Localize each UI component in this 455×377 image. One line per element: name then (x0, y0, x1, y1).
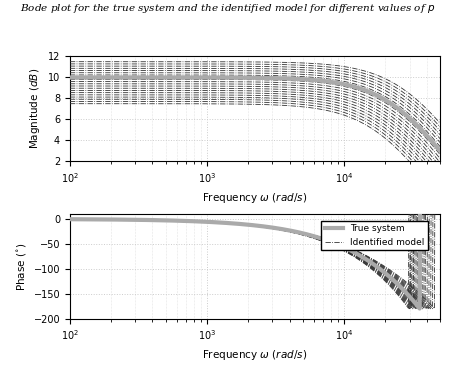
True system (162, 218, 168, 222)
True system (67, 217, 73, 221)
True system (133, 218, 138, 222)
Identified model (162, 218, 168, 222)
X-axis label: Frequency $\omega$ $(rad/s)$: Frequency $\omega$ $(rad/s)$ (202, 190, 308, 204)
Identified model (235, 221, 240, 226)
True system (346, 247, 351, 252)
True system (285, 228, 291, 233)
Identified model (432, 127, 438, 132)
X-axis label: Frequency $\omega$ $(rad/s)$: Frequency $\omega$ $(rad/s)$ (202, 348, 308, 362)
True system (235, 221, 240, 226)
Legend: True system, Identified model: True system, Identified model (321, 221, 428, 250)
Identified model (67, 217, 73, 221)
Identified model (432, 306, 437, 311)
True system (417, 306, 422, 311)
True system (314, 235, 320, 239)
Y-axis label: Magnitude $(dB)$: Magnitude $(dB)$ (28, 68, 42, 150)
Line: True system: True system (70, 129, 440, 308)
Text: Bode plot for the true system and the identified model for different values of $: Bode plot for the true system and the id… (20, 2, 435, 15)
True system (418, 127, 423, 132)
Y-axis label: Phase $(^{\circ})$: Phase $(^{\circ})$ (15, 242, 28, 291)
Identified model (314, 234, 320, 238)
Identified model (437, 133, 443, 137)
True system (437, 156, 443, 161)
Line: Identified model: Identified model (70, 129, 440, 308)
Identified model (285, 227, 291, 232)
Identified model (346, 245, 351, 249)
Identified model (133, 218, 138, 222)
